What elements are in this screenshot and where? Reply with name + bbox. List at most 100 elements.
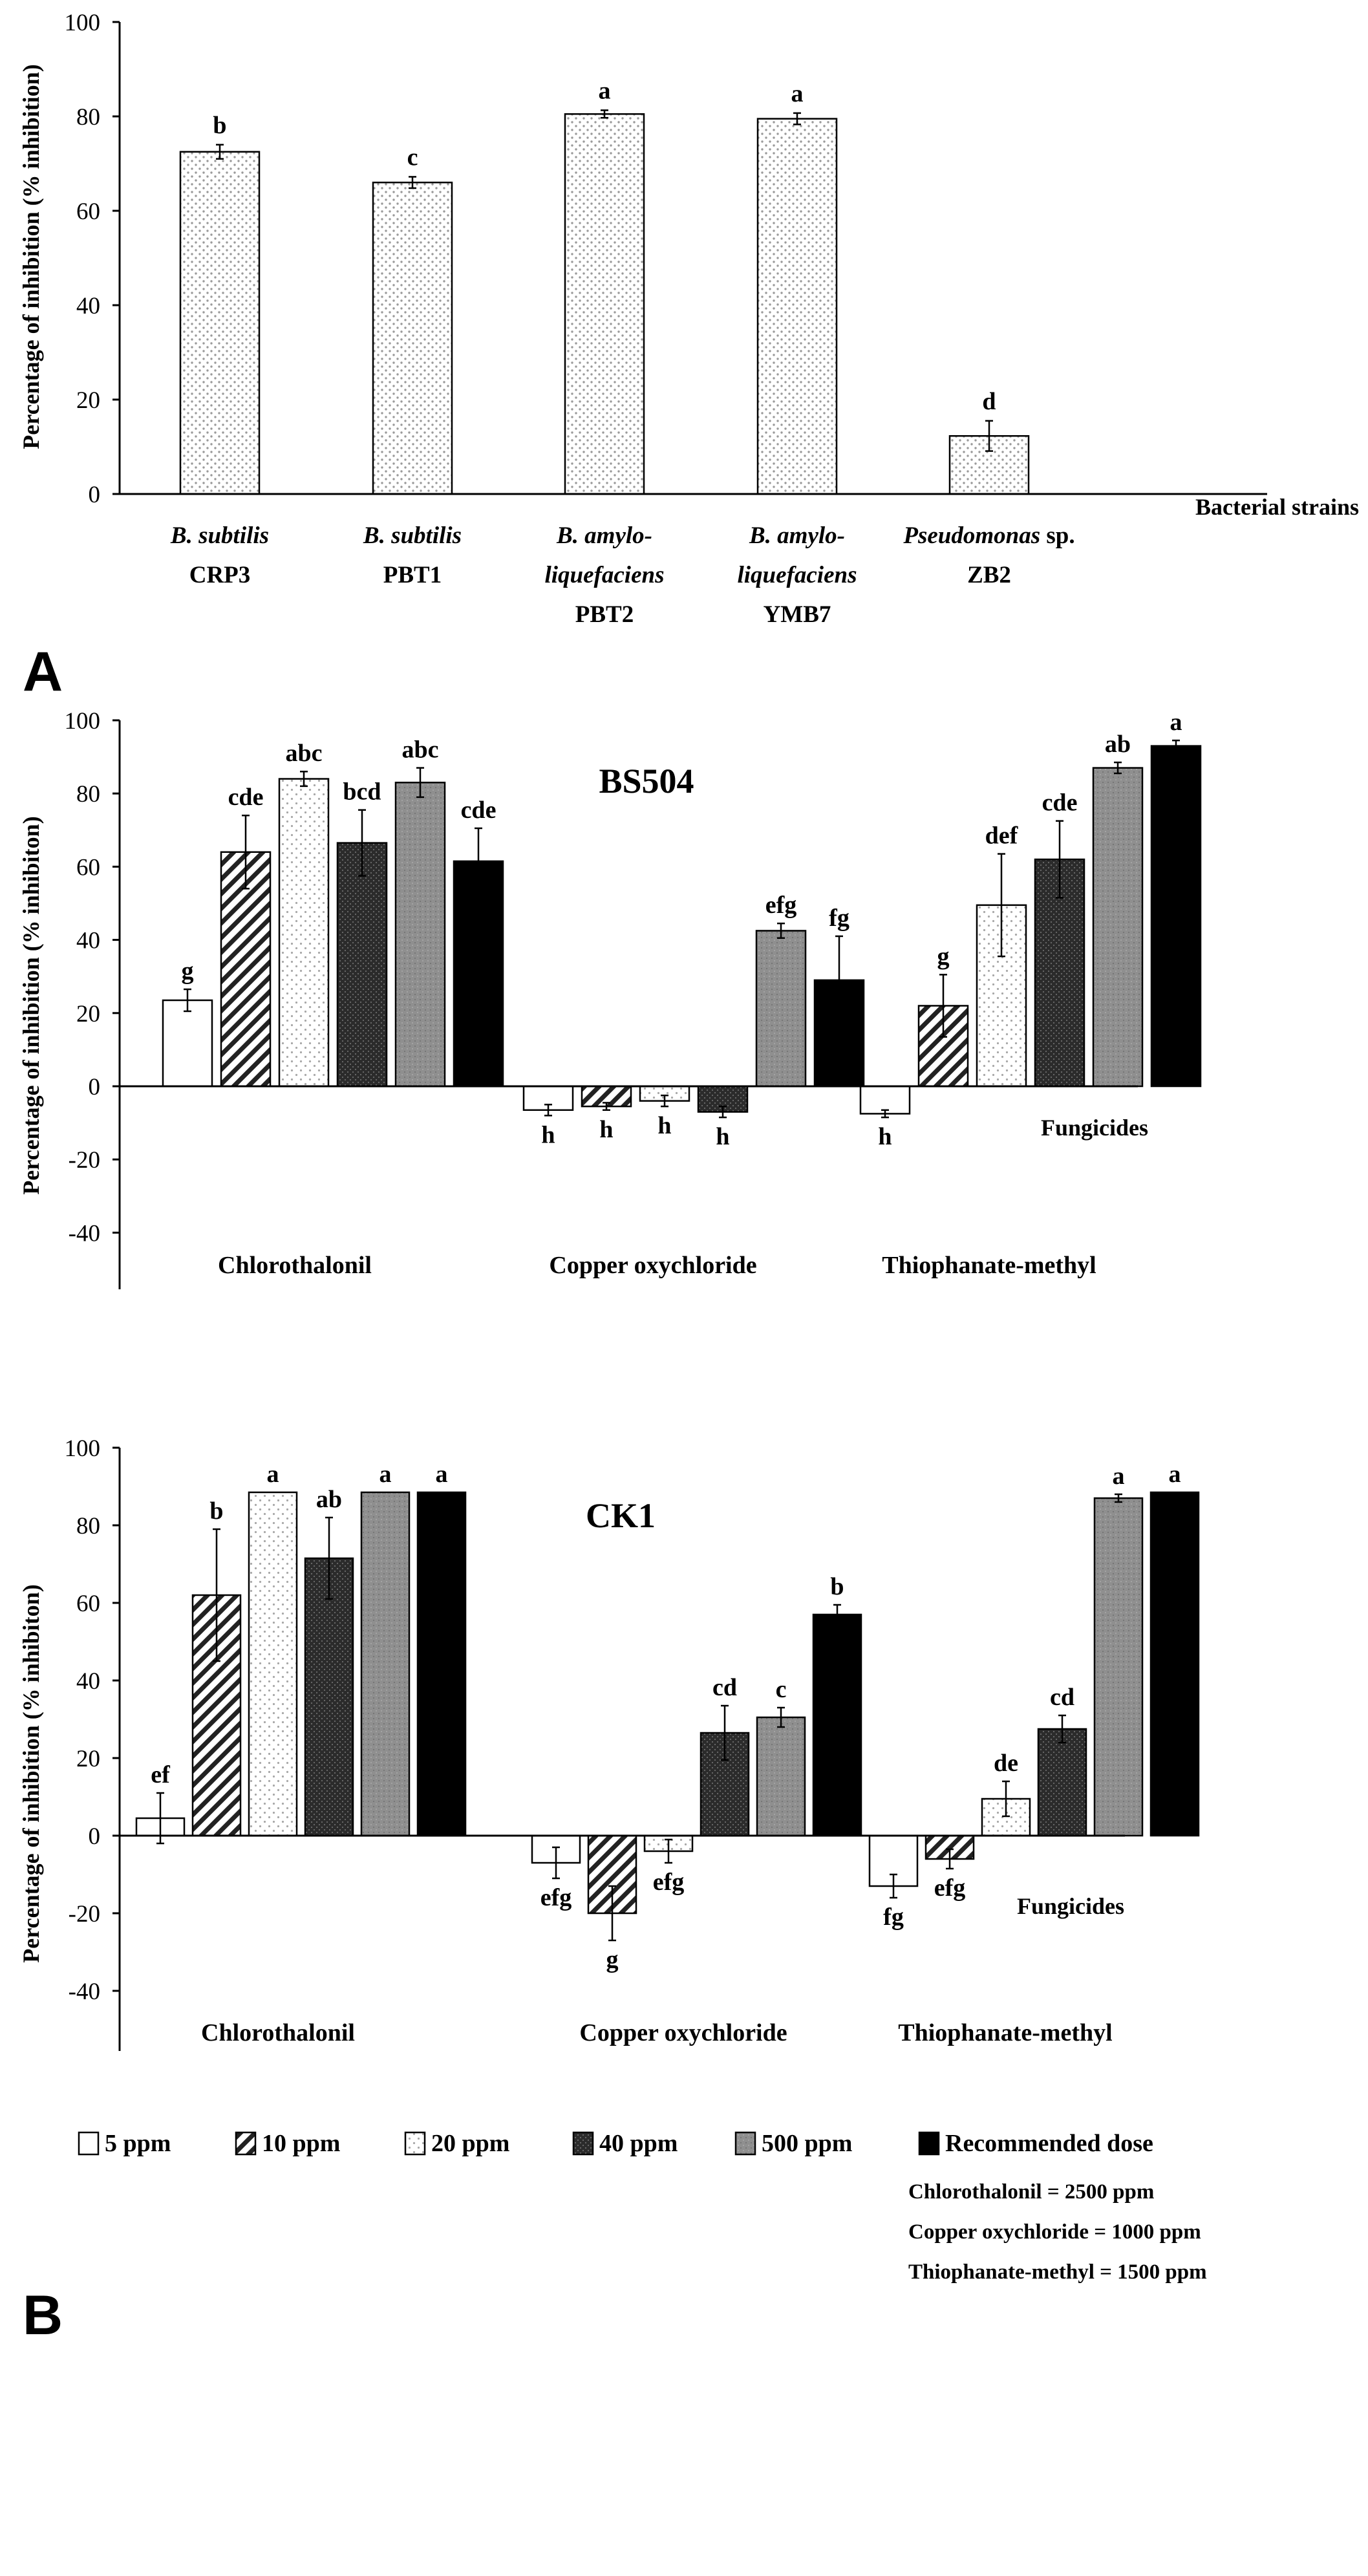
chart-ck1-significance-letter: g — [606, 1946, 619, 1973]
chart-bs504-significance-letter: cde — [228, 784, 264, 811]
chart-bs504-significance-letter: h — [878, 1123, 892, 1150]
chart-bs504-bar-recommended-dose — [1150, 745, 1202, 1088]
chart-bs504-y-tick-label: 80 — [76, 781, 100, 808]
chart-a-category-label: YMB7 — [764, 601, 831, 628]
chart-bs504-y-tick-label: 20 — [76, 1001, 100, 1027]
chart-ck1-y-tick-label: 60 — [76, 1591, 100, 1617]
chart-a-category-text: PBT2 — [575, 601, 634, 628]
chart-a-category-label: B. subtilis — [170, 522, 269, 549]
chart-bs504-significance-letter: cde — [1042, 789, 1078, 817]
chart-bs504-significance-letter: ab — [1105, 731, 1131, 758]
chart-ck1-y-axis-label: Percentage of inhibition (% inhibiton) — [18, 1584, 44, 1962]
chart-bs504: BS504 Percentage of inhibition (% inhibi… — [18, 708, 1202, 1289]
chart-bs504-y-tick-label: 40 — [76, 928, 100, 954]
legend-swatch-40ppm — [572, 2131, 594, 2156]
chart-bs504-bar-5ppm — [859, 1085, 911, 1115]
chart-a-category-label: Pseudomonas sp. — [903, 522, 1074, 549]
legend-swatch-10ppm — [235, 2131, 257, 2156]
chart-a-category-text: B. subtilis — [363, 522, 462, 549]
chart-bs504-y-tick-label: 0 — [89, 1074, 101, 1100]
chart-a-x-axis-label: Bacterial strains — [1195, 494, 1359, 520]
chart-ck1-significance-letter: cd — [712, 1674, 737, 1701]
chart-bs504-significance-letter: h — [657, 1112, 671, 1139]
chart-ck1: CK1 Percentage of inhibition (% inhibito… — [18, 1435, 1200, 2051]
chart-ck1-significance-letter: a — [267, 1461, 279, 1488]
chart-bs504-y-tick-label: -40 — [69, 1220, 100, 1247]
chart-ck1-y-tick-label: 100 — [65, 1435, 101, 1462]
legend-swatch-5ppm — [78, 2131, 100, 2156]
chart-ck1-significance-letter: b — [830, 1573, 844, 1600]
legend-swatch-20ppm — [404, 2131, 426, 2156]
chart-bs504-significance-letter: h — [541, 1121, 555, 1148]
chart-a: Percentage of inhibition (% inhibition) … — [18, 10, 1359, 628]
chart-a-y-tick-label: 20 — [76, 387, 100, 414]
legend-item-5ppm: 5 ppm — [78, 2130, 171, 2157]
panel-label-b: B — [23, 2284, 63, 2346]
chart-ck1-bar-recommended-dose — [1149, 1491, 1200, 1837]
chart-ck1-bar-500ppm — [1093, 1497, 1144, 1837]
chart-a-category-text: B. amylo- — [749, 522, 845, 549]
panel-label-a: A — [23, 641, 63, 703]
chart-a-y-axis-label: Percentage of inhibition (% inhibition) — [18, 64, 44, 449]
chart-a-significance-letter: d — [982, 388, 996, 415]
chart-bs504-significance-letter: abc — [402, 736, 439, 764]
chart-bs504-bar-500ppm — [394, 781, 446, 1088]
chart-a-category-label: ZB2 — [967, 562, 1011, 588]
chart-bs504-bar-20ppm — [278, 778, 330, 1088]
chart-ck1-significance-letter: cd — [1050, 1684, 1074, 1711]
chart-ck1-significance-letter: a — [436, 1461, 448, 1488]
chart-ck1-bar-500ppm — [756, 1716, 806, 1837]
chart-bs504-y-axis-label: Percentage of inhibition (% inhibiton) — [18, 816, 44, 1194]
chart-bs504-significance-letter: cde — [461, 797, 497, 824]
chart-ck1-significance-letter: b — [209, 1497, 223, 1525]
chart-ck1-significance-letter: a — [379, 1461, 392, 1488]
chart-ck1-bar-20ppm — [248, 1491, 298, 1837]
chart-bs504-bar-500ppm — [755, 930, 807, 1088]
chart-a-category-label: liquefaciens — [738, 562, 857, 588]
chart-a-category-text: PBT1 — [383, 562, 442, 588]
chart-a-category-text: CRP3 — [189, 562, 251, 588]
chart-ck1-title: CK1 — [586, 1496, 656, 1535]
chart-bs504-y-tick-label: 100 — [65, 708, 101, 735]
legend-item-20ppm: 20 ppm — [404, 2130, 509, 2157]
chart-a-category-suffix: sp. — [1040, 522, 1074, 549]
chart-a-category-label: PBT2 — [575, 601, 634, 628]
chart-bs504-significance-letter: abc — [286, 740, 323, 767]
chart-ck1-bar-500ppm — [360, 1491, 411, 1837]
chart-bs504-significance-letter: g — [937, 943, 950, 970]
legend-swatch-500ppm — [734, 2131, 756, 2156]
chart-a-y-tick-label: 0 — [89, 482, 101, 508]
chart-a-bar — [372, 181, 453, 495]
legend-swatch-recommended-dose — [918, 2131, 940, 2156]
legend-label-5ppm: 5 ppm — [105, 2130, 171, 2157]
chart-a-significance-letter: a — [791, 80, 804, 107]
chart-a-category-text: liquefaciens — [545, 562, 665, 588]
chart-ck1-significance-letter: a — [1113, 1463, 1125, 1490]
chart-a-category-label: PBT1 — [383, 562, 442, 588]
chart-bs504-group-label: Copper oxychloride — [549, 1252, 756, 1279]
legend-item-40ppm: 40 ppm — [572, 2130, 678, 2157]
chart-ck1-y-tick-label: 20 — [76, 1746, 100, 1772]
chart-bs504-bar-5ppm — [162, 999, 213, 1088]
legend-item-500ppm: 500 ppm — [734, 2130, 852, 2157]
chart-ck1-bar-recommended-dose — [416, 1491, 467, 1837]
chart-bs504-significance-letter: g — [182, 958, 194, 985]
chart-a-category-label: CRP3 — [189, 562, 251, 588]
chart-bs504-group-label: Chlorothalonil — [218, 1252, 372, 1279]
chart-ck1-bar-40ppm — [1037, 1728, 1087, 1837]
chart-ck1-significance-letter: c — [776, 1676, 787, 1703]
chart-a-y-tick-label: 40 — [76, 293, 100, 319]
chart-bs504-significance-letter: fg — [829, 905, 850, 932]
chart-ck1-y-tick-label: -20 — [69, 1901, 100, 1927]
chart-ck1-significance-letter: de — [994, 1750, 1018, 1777]
chart-ck1-group-label: Copper oxychloride — [579, 2019, 787, 2046]
chart-ck1-significance-letter: a — [1169, 1461, 1181, 1488]
legend-label-recommended-dose: Recommended dose — [945, 2130, 1153, 2157]
chart-a-category-label: B. amylo- — [749, 522, 845, 549]
chart-ck1-significance-letter: ef — [151, 1761, 171, 1788]
chart-a-y-tick-label: 60 — [76, 199, 100, 225]
legend-label-20ppm: 20 ppm — [431, 2130, 509, 2157]
chart-a-category-text: YMB7 — [764, 601, 831, 628]
chart-bs504-significance-letter: a — [1170, 709, 1182, 736]
